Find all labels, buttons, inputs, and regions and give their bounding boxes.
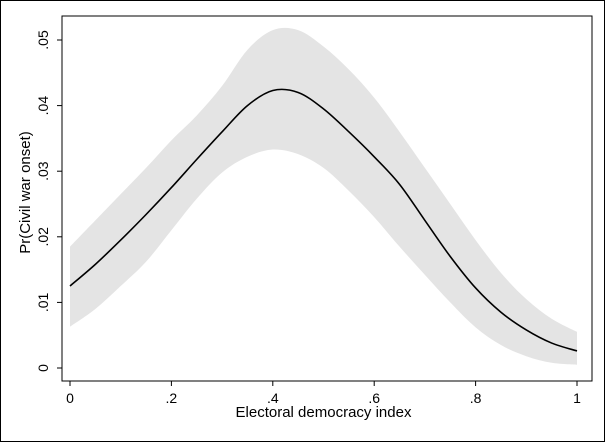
x-tick-label: .4 xyxy=(267,390,279,406)
y-tick-label: .04 xyxy=(35,96,51,116)
x-tick-label: .6 xyxy=(368,390,380,406)
plot-area xyxy=(69,27,578,365)
estimate-line xyxy=(69,88,578,352)
confidence-band xyxy=(70,27,577,365)
x-tick-label: .2 xyxy=(166,390,178,406)
x-axis-title: Electoral democracy index xyxy=(236,404,412,421)
x-tick-label: 1 xyxy=(573,390,581,406)
axes: 0 .2 .4 .6 .8 1 0 .01 .02 .03 .04 .05 xyxy=(35,15,593,406)
y-tick-label: 0 xyxy=(35,364,51,372)
x-tick-label: .8 xyxy=(470,390,482,406)
y-tick-label: .01 xyxy=(35,292,51,312)
y-tick-label: .05 xyxy=(35,30,51,50)
plot-frame xyxy=(61,15,593,382)
y-axis-title: Pr(Civil war onset) xyxy=(17,131,34,254)
y-tick-label: .03 xyxy=(35,161,51,181)
y-tick-label: .02 xyxy=(35,227,51,247)
x-tick-label: 0 xyxy=(66,390,74,406)
